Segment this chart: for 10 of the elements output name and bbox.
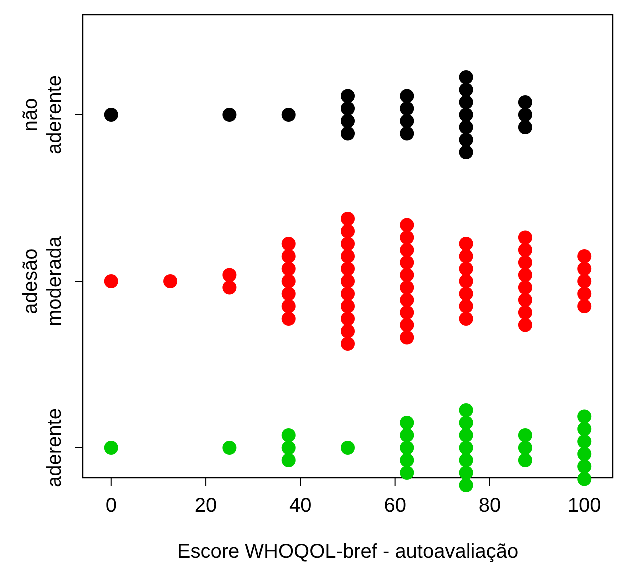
x-tick-label: 0	[106, 495, 117, 517]
y-tick-label: não aderente	[20, 76, 66, 154]
x-tick-label: 40	[290, 495, 312, 517]
x-tick-label: 60	[384, 495, 406, 517]
x-tick-label: 80	[478, 495, 502, 517]
x-tick-label: 20	[194, 495, 218, 517]
y-tick-label: adesão moderada	[20, 236, 66, 327]
x-tick-label: 100	[568, 495, 602, 517]
y-tick-label: aderente	[44, 408, 66, 488]
x-axis-title: Escore WHOQOL-bref - autoavaliação	[177, 541, 519, 563]
